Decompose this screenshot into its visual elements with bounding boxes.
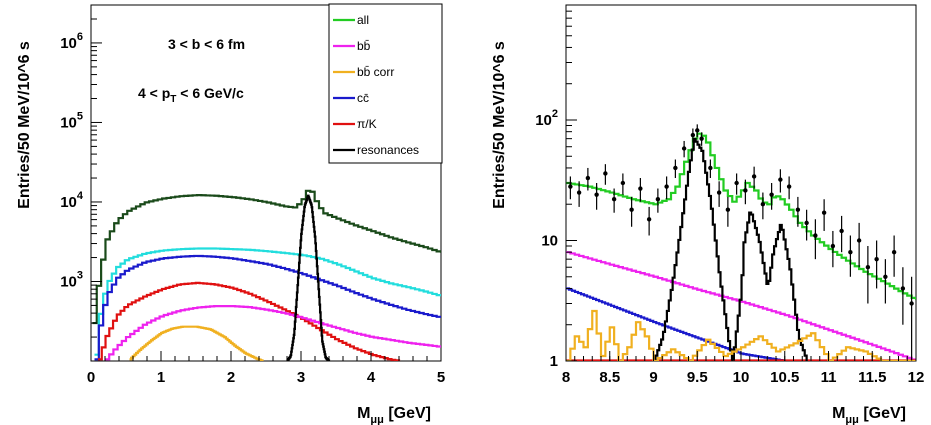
- x-tick-label: 9: [649, 369, 657, 386]
- legend-label-k: π/K: [357, 117, 377, 131]
- x-tick-label: 8.5: [599, 369, 620, 386]
- series-bb-corr-line: [566, 309, 916, 361]
- x-axis-title: Mμμ [GeV]: [357, 405, 431, 425]
- data-point: [804, 220, 809, 226]
- y-axis-title: Entries/50 MeV/10^6 s: [491, 41, 508, 209]
- data-point: [891, 249, 897, 255]
- x-tick-label: 11.5: [858, 369, 886, 386]
- series-k-line: [98, 281, 401, 361]
- data-point: [690, 132, 696, 138]
- data-point: [743, 188, 748, 193]
- data-point: [695, 128, 700, 133]
- data-point: [725, 207, 731, 212]
- x-tick-label: 0: [87, 369, 95, 386]
- y-tick-label: 104: [60, 190, 84, 211]
- panel-1: 0 1 2 3 4 5 103 104 105 106 Mμμ [GeV] Entries/50 Me…: [16, 4, 445, 425]
- legend-label-resonances: resonances: [357, 143, 419, 157]
- data-point: [795, 207, 801, 212]
- data-point: [830, 243, 836, 249]
- series-bb-corr-line: [129, 325, 264, 361]
- data-point: [821, 210, 827, 215]
- data-point: [865, 265, 871, 270]
- data-point: [839, 228, 844, 234]
- x-tick-label: 5: [437, 369, 445, 386]
- data-point: [751, 174, 757, 179]
- plot-frame: [90, 4, 442, 362]
- x-tick-label: 9.5: [687, 369, 708, 386]
- series-resonances-line: [286, 194, 331, 361]
- x-tick-label: 10.5: [770, 369, 799, 386]
- data-point: [909, 301, 914, 306]
- y-axis-title: Entries/50 MeV/10^6 s: [16, 41, 33, 209]
- data-point: [848, 249, 853, 255]
- data-point: [900, 286, 906, 291]
- data-point: [734, 180, 739, 186]
- legend-box: [328, 3, 443, 164]
- legend-label-bb: bb̄: [357, 39, 371, 53]
- data-point: [603, 171, 608, 176]
- data-point: [655, 197, 661, 202]
- y-tick-label: 105: [60, 110, 83, 131]
- data-point: [874, 256, 879, 262]
- data-point: [708, 165, 713, 171]
- data-point: [786, 184, 792, 189]
- x-tick-label: 1: [157, 369, 165, 386]
- x-tick-label: 2: [227, 369, 235, 386]
- data-point: [681, 146, 687, 151]
- y-tick-label: 10: [541, 232, 558, 249]
- series-resonances-line: [653, 137, 808, 361]
- y-tick-label: 102: [535, 108, 558, 129]
- y-tick-label: 103: [60, 269, 83, 290]
- data-layer: [92, 189, 441, 361]
- legend-label-all: all: [357, 13, 369, 27]
- x-tick-label: 10: [733, 369, 750, 386]
- y-tick-label: 106: [60, 31, 83, 52]
- data-point: [620, 180, 626, 186]
- data-point: [568, 184, 573, 189]
- x-tick-label: 11: [821, 369, 837, 386]
- y-tick-label: 1: [550, 353, 558, 370]
- data-point: [611, 197, 617, 202]
- data-point: [638, 186, 643, 191]
- legend-label-cc: cc̄: [357, 91, 369, 105]
- x-tick-label: 8: [562, 369, 570, 386]
- data-point: [856, 238, 862, 243]
- series-bb-line: [566, 251, 916, 361]
- annotation-pt-range: 4 < pT < 6 GeV/c: [138, 85, 244, 105]
- data-point: [594, 192, 599, 197]
- data-point: [699, 136, 704, 141]
- x-axis-title: Mμμ [GeV]: [832, 405, 906, 425]
- data-point: [576, 190, 582, 195]
- data-point: [585, 175, 591, 181]
- data-point: [883, 274, 888, 279]
- data-point: [646, 217, 652, 222]
- series-all-line: [92, 189, 441, 325]
- series-bb-line: [105, 305, 441, 361]
- data-point: [778, 177, 783, 182]
- legend: all bb̄ bb̄ corr cc̄ π/K resonances: [328, 3, 443, 164]
- legend-label-bb-corr: bb̄ corr: [357, 65, 394, 79]
- panel-2: 8 8.5 9 9.5 10 10.5 11 11.5 12 1 10 102 Mμμ [GeV] Ent…: [491, 4, 925, 425]
- data-point: [664, 184, 669, 189]
- data-point: [629, 207, 634, 212]
- series-cc-line: [94, 254, 441, 361]
- data-point: [769, 192, 774, 197]
- data-point: [673, 165, 678, 171]
- series-series-line: [94, 247, 441, 356]
- x-tick-label: 4: [367, 369, 376, 386]
- data-point: [760, 202, 766, 207]
- data-layer: [566, 124, 916, 361]
- annotation-impact-parameter: 3 < b < 6 fm: [168, 36, 245, 52]
- x-tick-label: 3: [297, 369, 305, 386]
- data-point: [716, 190, 722, 195]
- data-point: [813, 233, 818, 238]
- x-tick-label: 12: [908, 369, 925, 386]
